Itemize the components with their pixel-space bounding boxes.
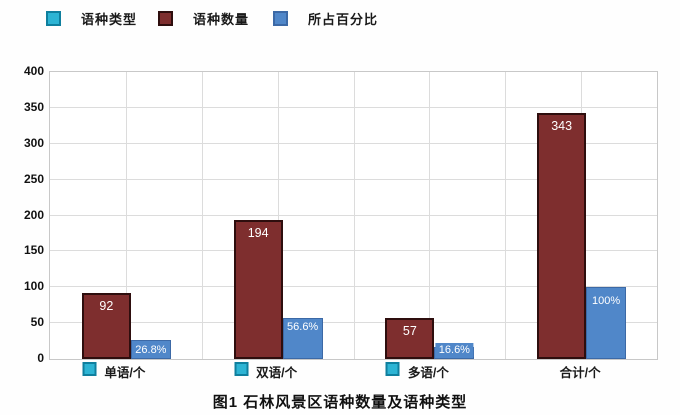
gridline-v (353, 72, 355, 359)
x-category-label-text: 双语/个 (256, 366, 298, 380)
y-tick-label: 50 (30, 315, 44, 330)
x-category-label-text: 多语/个 (407, 366, 449, 380)
bar-count: 343 (537, 112, 587, 359)
y-tick-label: 400 (23, 64, 44, 78)
legend-label: 语种数量 (193, 11, 250, 27)
y-tick-label: 200 (23, 207, 44, 222)
gridline-v (505, 72, 507, 359)
y-tick-label: 300 (23, 135, 44, 150)
bar-value-label: 100% (589, 294, 624, 309)
bar-count: 57 (385, 318, 435, 359)
x-category-label: 合计/个 (560, 362, 601, 381)
legend-swatch-cyan-icon (46, 10, 61, 26)
figure-caption: 图1 石林风景区语种数量及语种类型 (212, 394, 468, 411)
y-tick-label: 100 (23, 279, 44, 294)
x-category-label: 双语/个 (234, 362, 298, 381)
legend-swatch-darkred-icon (158, 10, 173, 26)
category-marker-icon (385, 362, 400, 376)
bar-value-label: 16.6% (435, 343, 473, 357)
bar-value-label: 194 (247, 225, 269, 240)
bar-value-label: 343 (551, 118, 573, 133)
bar-percentage: 16.6% (434, 343, 475, 359)
legend-item-percentage: 所占百分比 (273, 9, 378, 27)
y-tick-label: 250 (23, 171, 44, 186)
bar-percentage: 26.8% (130, 339, 171, 359)
y-tick-label: 150 (23, 243, 44, 258)
legend-swatch-blue-icon (273, 10, 288, 26)
legend-item-language-type: 语种类型 (46, 9, 137, 27)
x-category-label-text: 单语/个 (104, 366, 146, 380)
bar-count: 92 (81, 293, 131, 359)
bar-value-label: 92 (99, 299, 114, 313)
bar-percentage: 56.6% (282, 318, 323, 359)
x-category-label-text: 合计/个 (559, 366, 601, 380)
gridline-v (125, 72, 127, 359)
bar-percentage: 100% (586, 287, 627, 359)
y-tick-label: 0 (37, 351, 44, 365)
bar-count: 194 (233, 219, 283, 359)
gridline-v (429, 72, 431, 359)
bar-value-label: 57 (402, 324, 417, 339)
y-tick-label: 350 (23, 99, 44, 114)
bar-value-label: 56.6% (284, 320, 322, 335)
gridline-v (277, 72, 279, 359)
legend-item-language-count: 语种数量 (158, 9, 249, 27)
plot-area: 92 26.8% 194 56.6% 57 16.6% 343 100% (49, 71, 658, 360)
x-category-label: 多语/个 (385, 362, 449, 381)
bar-value-label: 26.8% (132, 343, 170, 357)
category-marker-icon (82, 362, 97, 376)
gridline-v (201, 72, 203, 359)
legend-label: 语种类型 (81, 11, 138, 27)
category-marker-icon (234, 362, 249, 376)
legend-label: 所占百分比 (308, 11, 379, 27)
x-category-label: 单语/个 (82, 362, 146, 381)
